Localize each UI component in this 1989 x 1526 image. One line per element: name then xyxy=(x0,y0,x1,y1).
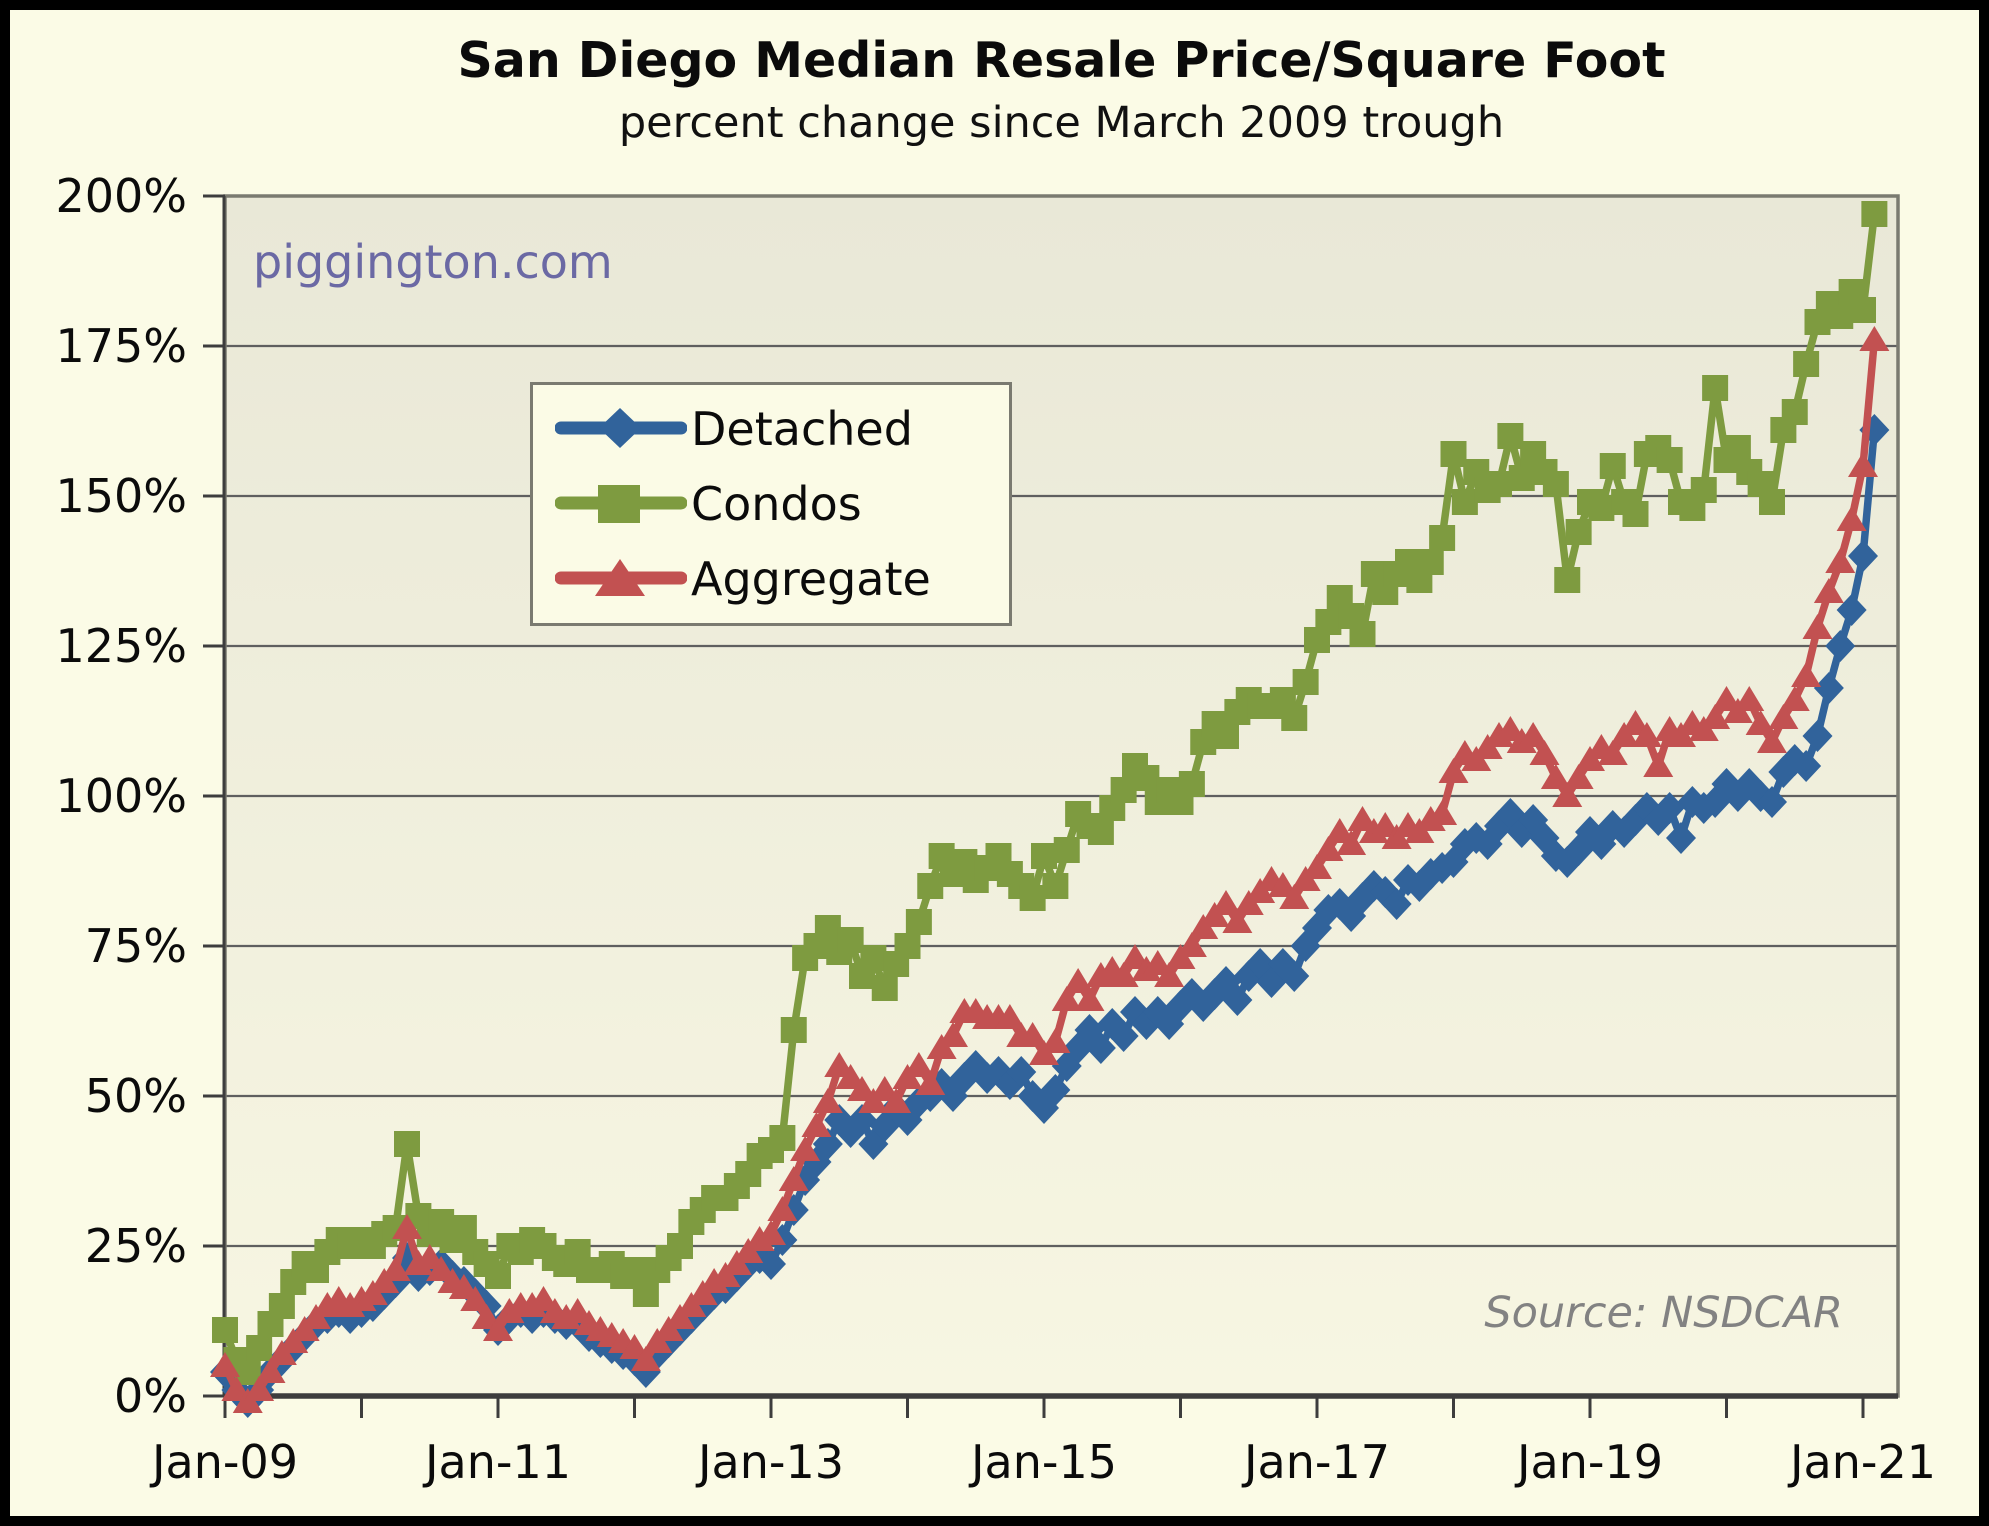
legend-label: Detached xyxy=(691,401,913,456)
y-tick-label: 175% xyxy=(55,319,187,373)
x-tick-label: Jan-09 xyxy=(149,1435,298,1489)
chart-subtitle: percent change since March 2009 trough xyxy=(618,98,1505,148)
chart-title: San Diego Median Resale Price/Square Foo… xyxy=(457,32,1666,89)
x-tick-label: Jan-17 xyxy=(1241,1435,1390,1489)
legend-item-detached: Detached xyxy=(555,406,1009,452)
y-tick-label: 125% xyxy=(55,619,187,673)
y-tick-label: 50% xyxy=(85,1069,187,1123)
legend: Detached Condos Aggregate xyxy=(530,382,1012,626)
y-tick-label: 200% xyxy=(55,169,187,223)
axes xyxy=(203,194,1898,1418)
x-tick-label: Jan-21 xyxy=(1787,1435,1936,1489)
source-note: Source: NSDCAR xyxy=(1484,1288,1843,1338)
legend-square-icon xyxy=(555,484,687,523)
y-tick-label: 0% xyxy=(114,1369,187,1423)
legend-item-condos: Condos xyxy=(555,481,1009,527)
x-tick-label: Jan-19 xyxy=(1514,1435,1663,1489)
plot-area: Jan-09 Jan-11 Jan-13 Jan-15 Jan-17 Jan-19 Jan-… xyxy=(55,169,1936,1489)
legend-item-aggregate: Aggregate xyxy=(555,556,1009,602)
legend-label: Aggregate xyxy=(691,552,931,607)
y-tick-label: 100% xyxy=(55,769,187,823)
y-tick-label: 150% xyxy=(55,469,187,523)
legend-diamond-icon xyxy=(555,407,687,448)
x-tick-label: Jan-13 xyxy=(695,1435,844,1489)
x-tick-label: Jan-11 xyxy=(422,1435,571,1489)
legend-label: Condos xyxy=(691,476,862,531)
watermark: piggington.com xyxy=(253,235,613,289)
series-condos xyxy=(212,201,1888,1385)
x-tick-label: Jan-15 xyxy=(968,1435,1117,1489)
legend-triangle-icon xyxy=(555,559,687,597)
y-tick-label: 25% xyxy=(85,1219,187,1273)
x-axis-labels: Jan-09 Jan-11 Jan-13 Jan-15 Jan-17 Jan-19 Jan-… xyxy=(149,1435,1936,1489)
series-aggregate xyxy=(210,326,1890,1413)
y-axis-labels: 0% 25% 50% 75% 100% 125% 150% 175% 200% xyxy=(55,169,187,1423)
y-tick-label: 75% xyxy=(85,919,187,973)
